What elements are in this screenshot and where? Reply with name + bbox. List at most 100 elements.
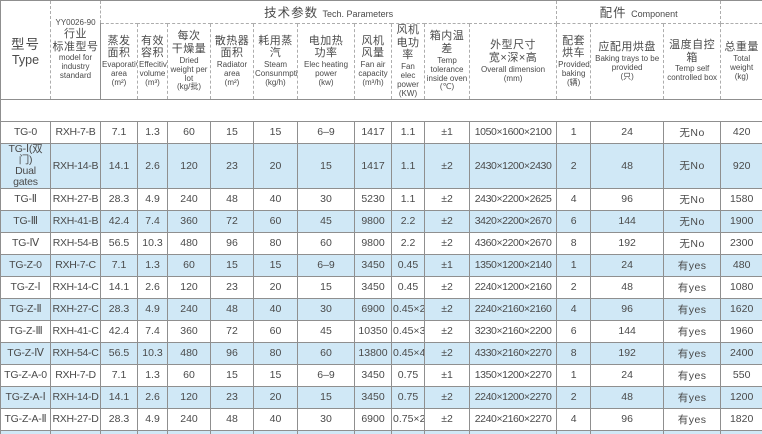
cell-baking_trays: 24 — [590, 253, 665, 277]
header-unit-baking_trays: (只) — [620, 71, 634, 81]
cell-temp_control_box: 有yes — [663, 429, 722, 434]
header-unit-elec_heating_power: (kw) — [318, 77, 334, 87]
cell-total_weight: 920 — [720, 142, 762, 189]
cell-type: TG-Z-0 — [0, 253, 51, 277]
header-unit-fan_air_capacity: (m³/h) — [362, 77, 384, 87]
header-en-baking_carts: Provided baking — [558, 60, 590, 79]
cell-overall_dimension: 3230×2160×2200 — [468, 319, 558, 343]
cell-total_weight: 1080 — [720, 275, 762, 299]
cell-baking_trays: 96 — [590, 407, 665, 431]
cell-baking_carts: 1 — [556, 120, 592, 144]
cell-dried_weight: 480 — [167, 231, 211, 255]
cell-steam_consumption: 60 — [253, 429, 298, 434]
cell-standard_model: RXH-14-C — [50, 275, 101, 299]
cell-fan_air_capacity: 1417 — [354, 120, 392, 144]
header-en-radiator_area: Radiator area — [216, 60, 248, 79]
cell-evaporative_area: 7.1 — [100, 253, 138, 277]
cell-temp_tolerance: ±2 — [424, 407, 470, 431]
cell-baking_carts: 8 — [556, 341, 592, 365]
cell-standard_model: RXH-27-B — [50, 187, 101, 211]
cell-dried_weight: 60 — [167, 253, 211, 277]
cell-overall_dimension: 3230×2160×2270 — [468, 429, 558, 434]
cell-total_weight: 1620 — [720, 297, 762, 321]
table-row: TG-Z-Ⅱ RXH-27-C 28.3 4.9 240 48 40 30 6900 0.45×2… — [0, 297, 762, 321]
cell-temp_tolerance: ±2 — [424, 142, 470, 189]
standard-code: YY0026-90 — [55, 18, 96, 28]
header-unit-dried_weight: (kg/批) — [177, 82, 201, 92]
cell-type: TG-Z-Ⅲ — [0, 319, 51, 343]
cell-effective_volume: 2.6 — [137, 275, 168, 299]
cell-effective_volume: 4.9 — [137, 407, 168, 431]
cell-temp_control_box: 有yes — [663, 363, 722, 387]
cell-baking_carts: 6 — [556, 319, 592, 343]
cell-total_weight: 480 — [720, 253, 762, 277]
cell-effective_volume: 1.3 — [137, 120, 168, 144]
group-label-en: Tech. Parameters — [322, 9, 394, 19]
header-zh-evaporative_area: 蒸发 面积 — [107, 34, 131, 60]
header-en-overall_dimension: Overall dimension — [481, 64, 546, 74]
cell-effective_volume: 1.3 — [137, 253, 168, 277]
cell-fan_elec_power: 0.75 — [391, 385, 425, 409]
cell-type: TG-Z-A-0 — [0, 363, 51, 387]
table-row: TG-Z-A-Ⅱ RXH-27-D 28.3 4.9 240 48 40 30 6900 0.75… — [0, 407, 762, 431]
sub-header-row: 蒸发 面积Evaporative area(m²)有效 容积Effecitive… — [1, 23, 762, 100]
cell-temp_control_box: 有yes — [663, 341, 722, 365]
cell-fan_air_capacity: 9800 — [354, 231, 392, 255]
cell-dried_weight: 120 — [167, 385, 211, 409]
cell-fan_air_capacity: 3450 — [354, 363, 392, 387]
cell-temp_tolerance: ±1 — [424, 253, 470, 277]
cell-elec_heating_power: 60 — [297, 341, 355, 365]
cell-radiator_area: 48 — [210, 187, 254, 211]
cell-radiator_area: 48 — [210, 407, 254, 431]
cell-temp_control_box: 无No — [663, 120, 722, 144]
header-unit-overall_dimension: (mm) — [503, 73, 523, 83]
cell-type: TG-Z-Ⅰ — [0, 275, 51, 299]
cell-radiator_area: 96 — [210, 341, 254, 365]
cell-standard_model: RXH-27-D — [50, 407, 101, 431]
cell-steam_consumption: 80 — [253, 341, 298, 365]
cell-temp_control_box: 无No — [663, 142, 722, 189]
cell-fan_air_capacity: 5230 — [354, 187, 392, 211]
table-row: TG-Z-Ⅲ RXH-41-C 42.4 7.4 360 72 60 45 10350 0.45×… — [0, 319, 762, 343]
table-row: TG-Ⅱ RXH-27-B 28.3 4.9 240 48 40 30 5230 1.1 ±2 243… — [0, 187, 762, 211]
cell-elec_heating_power: 15 — [297, 385, 355, 409]
cell-steam_consumption: 15 — [253, 363, 298, 387]
standard-en: model for industry standard — [58, 53, 93, 81]
cell-standard_model: RXH-14-D — [50, 385, 101, 409]
cell-effective_volume: 4.9 — [137, 187, 168, 211]
cell-baking_trays: 144 — [590, 319, 665, 343]
header-zh-dried_weight: 每次 干燥量 — [171, 30, 207, 55]
cell-fan_air_capacity: 3450 — [354, 253, 392, 277]
cell-radiator_area: 23 — [210, 275, 254, 299]
cell-overall_dimension: 2430×1200×2430 — [468, 142, 558, 189]
header-zh-baking_trays: 应配用烘盘 — [598, 41, 656, 54]
cell-elec_heating_power: 45 — [297, 429, 355, 434]
cell-evaporative_area: 14.1 — [100, 275, 138, 299]
cell-dried_weight: 60 — [167, 120, 211, 144]
cell-dried_weight: 240 — [167, 407, 211, 431]
table-row: TG-Z-Ⅳ RXH-54-C 56.5 10.3 480 96 80 60 13800 0.45… — [0, 341, 762, 365]
table-row: TG-Z-0 RXH-7-C 7.1 1.3 60 15 15 6–9 3450 0.45 ±1 13… — [0, 253, 762, 277]
cell-baking_trays: 192 — [590, 231, 665, 255]
header-cell-temp_control_box: 温度自控箱 Temp self controlled box — [663, 23, 722, 100]
cell-evaporative_area: 42.4 — [100, 209, 138, 233]
cell-standard_model: RXH-41-B — [50, 209, 101, 233]
header-en-elec_heating_power: Elec heating power — [303, 60, 349, 79]
cell-overall_dimension: 1350×1200×2140 — [468, 253, 558, 277]
header-body-gap — [0, 98, 762, 122]
header-unit-temp_tolerance: (℃) — [439, 82, 455, 92]
cell-total_weight: 1200 — [720, 385, 762, 409]
cell-total_weight: 1900 — [720, 209, 762, 233]
cell-dried_weight: 480 — [167, 341, 211, 365]
header-zh-steam_consumption: 耗用蒸汽 — [258, 34, 293, 60]
cell-effective_volume: 2.6 — [137, 142, 168, 189]
cell-fan_elec_power: 0.45 — [391, 253, 425, 277]
cell-type: TG-Z-A-Ⅱ — [0, 407, 51, 431]
cell-fan_air_capacity: 6900 — [354, 297, 392, 321]
cell-baking_trays: 48 — [590, 385, 665, 409]
header-zh-effective_volume: 有效 容积 — [141, 34, 164, 60]
header-cell-effective_volume: 有效 容积Effecitive volume(m³) — [137, 23, 168, 100]
cell-overall_dimension: 2240×1200×2160 — [468, 275, 558, 299]
